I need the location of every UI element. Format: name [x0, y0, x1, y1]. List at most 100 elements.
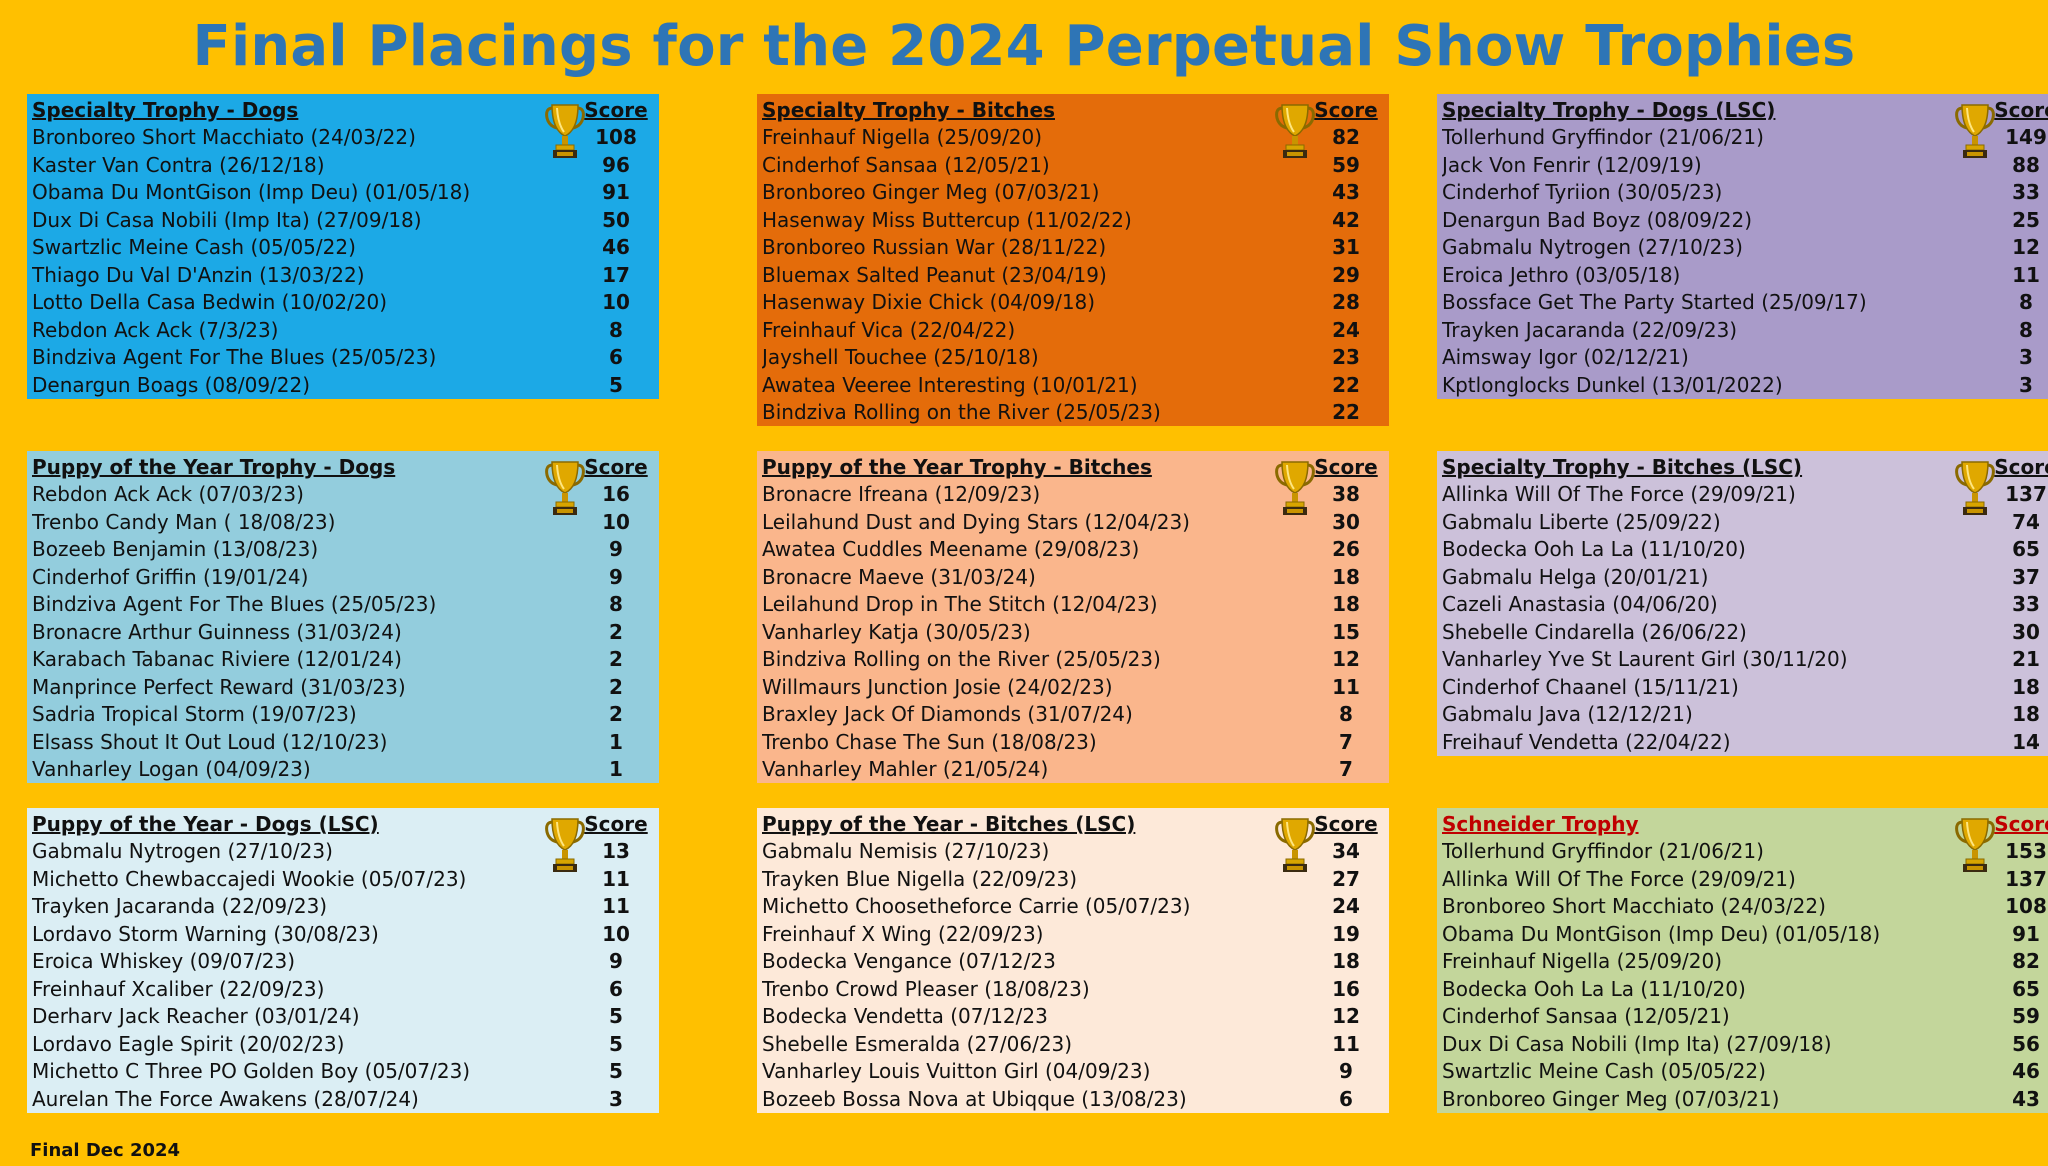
entry-score: 16: [1332, 976, 1360, 1001]
entry-score: 2: [609, 647, 623, 672]
entry-name: Jayshell Touchee (25/10/18): [762, 345, 1039, 370]
entry-row: Trayken Blue Nigella (22/09/23) 27: [762, 865, 1381, 893]
entry-name: Cinderhof Griffin (19/01/24): [32, 564, 309, 589]
entry-row: Hasenway Miss Buttercup (11/02/22) 42: [762, 206, 1381, 234]
entry-name: Dux Di Casa Nobili (Imp Ita) (27/09/18): [1442, 1031, 1832, 1056]
entry-score: 27: [1332, 866, 1360, 891]
entry-name: Thiago Du Val D'Anzin (13/03/22): [32, 262, 365, 287]
entry-score: 24: [1332, 894, 1360, 919]
entry-name: Shebelle Cindarella (26/06/22): [1442, 619, 1747, 644]
entry-row: Eroica Jethro (03/05/18) 11: [1442, 261, 2048, 289]
entry-row: Michetto Choosetheforce Carrie (05/07/23…: [762, 893, 1381, 921]
entry-name: Cazeli Anastasia (04/06/20): [1442, 592, 1718, 617]
entry-row: Tollerhund Gryffindor (21/06/21) 149: [1442, 124, 2048, 152]
entry-name: Karabach Tabanac Riviere (12/01/24): [32, 647, 402, 672]
entry-row: Michetto Chewbaccajedi Wookie (05/07/23)…: [32, 865, 651, 893]
entry-row: Derharv Jack Reacher (03/01/24) 5: [32, 1003, 651, 1031]
entry-name: Willmaurs Junction Josie (24/02/23): [762, 674, 1113, 699]
entry-name: Lordavo Eagle Spirit (20/02/23): [32, 1031, 345, 1056]
entry-row: Freinhauf Xcaliber (22/09/23) 6: [32, 975, 651, 1003]
score-column-header: Score: [1314, 454, 1378, 479]
entry-name: Denargun Boags (08/09/22): [32, 372, 311, 397]
entry-score: 43: [2012, 1086, 2040, 1111]
entry-row: Manprince Perfect Reward (31/03/23) 2: [32, 673, 651, 701]
entry-score: 30: [2012, 619, 2040, 644]
entry-name: Rebdon Ack Ack (7/3/23): [32, 317, 279, 342]
entry-row: Denargun Boags (08/09/22) 5: [32, 371, 651, 399]
entry-score: 11: [602, 894, 630, 919]
entry-score: 9: [609, 564, 623, 589]
trophy-icon: [1275, 102, 1315, 160]
page-title: Final Placings for the 2024 Perpetual Sh…: [192, 14, 1856, 79]
entry-row: Freihauf Vendetta (22/04/22) 14: [1442, 728, 2048, 756]
entry-name: Freinhauf Nigella (25/09/20): [762, 125, 1043, 150]
entry-name: Hasenway Dixie Chick (04/09/18): [762, 290, 1096, 315]
entry-name: Michetto Chewbaccajedi Wookie (05/07/23): [32, 866, 467, 891]
entry-score: 6: [1339, 1086, 1353, 1111]
entry-row: Karabach Tabanac Riviere (12/01/24) 2: [32, 646, 651, 674]
entry-score: 91: [602, 180, 630, 205]
score-column-header: Score: [1314, 97, 1378, 122]
panel-header: Puppy of the Year - Bitches (LSC) Score: [762, 810, 1381, 838]
entry-score: 1: [609, 729, 623, 754]
score-column-header: Score: [1994, 97, 2048, 122]
entry-score: 33: [2012, 180, 2040, 205]
entry-score: 18: [1332, 949, 1360, 974]
entry-name: Michetto C Three PO Golden Boy (05/07/23…: [32, 1059, 471, 1084]
trophy-icon: [1955, 459, 1995, 517]
entry-name: Hasenway Miss Buttercup (11/02/22): [762, 207, 1132, 232]
entry-score: 13: [602, 839, 630, 864]
entry-score: 96: [602, 152, 630, 177]
entry-name: Trayken Jacaranda (22/09/23): [1442, 317, 1738, 342]
entry-name: Jack Von Fenrir (12/09/19): [1442, 152, 1702, 177]
entry-row: Freinhauf Nigella (25/09/20) 82: [1442, 948, 2048, 976]
entry-name: Awatea Veeree Interesting (10/01/21): [762, 372, 1138, 397]
entry-name: Bronboreo Short Macchiato (24/03/22): [32, 125, 416, 150]
entry-name: Vanharley Mahler (21/05/24): [762, 757, 1049, 782]
entry-score: 65: [2012, 976, 2040, 1001]
panel-specialty-trophy-bitches-lsc: Specialty Trophy - Bitches (LSC)ScoreAll…: [1437, 451, 2048, 756]
entry-row: Dux Di Casa Nobili (Imp Ita) (27/09/18) 5…: [1442, 1030, 2048, 1058]
panel-header: Schneider Trophy Score: [1442, 810, 2048, 838]
entry-row: Leilahund Dust and Dying Stars (12/04/23…: [762, 508, 1381, 536]
entry-row: Willmaurs Junction Josie (24/02/23) 11: [762, 673, 1381, 701]
entry-name: Gabmalu Nytrogen (27/10/23): [1442, 235, 1743, 260]
entry-name: Freinhauf X Wing (22/09/23): [762, 921, 1044, 946]
entry-row: Bronacre Arthur Guinness (31/03/24) 2: [32, 618, 651, 646]
entry-row: Bronboreo Short Macchiato (24/03/22) 108: [1442, 893, 2048, 921]
entry-score: 7: [1339, 757, 1353, 782]
entry-score: 46: [602, 235, 630, 260]
entry-score: 22: [1332, 372, 1360, 397]
trophy-icon: [1275, 459, 1315, 517]
entry-score: 14: [2012, 729, 2040, 754]
score-column-header: Score: [1314, 811, 1378, 836]
entry-row: Gabmalu Liberte (25/09/22) 74: [1442, 508, 2048, 536]
entry-score: 8: [609, 592, 623, 617]
entry-score: 10: [602, 290, 630, 315]
entry-name: Manprince Perfect Reward (31/03/23): [32, 674, 406, 699]
entry-row: Braxley Jack Of Diamonds (31/07/24) 8: [762, 701, 1381, 729]
entry-score: 153: [2005, 839, 2047, 864]
entry-row: Gabmalu Nytrogen (27/10/23) 12: [1442, 234, 2048, 262]
entry-row: Shebelle Esmeralda (27/06/23) 11: [762, 1030, 1381, 1058]
panel-heading: Specialty Trophy - Bitches (LSC): [1442, 454, 1803, 479]
entry-row: Dux Di Casa Nobili (Imp Ita) (27/09/18) 5…: [32, 206, 651, 234]
score-column-header: Score: [1994, 811, 2048, 836]
entry-name: Freihauf Vendetta (22/04/22): [1442, 729, 1731, 754]
entry-score: 33: [2012, 592, 2040, 617]
panel-heading: Puppy of the Year Trophy - Dogs: [32, 454, 396, 479]
entry-score: 29: [1332, 262, 1360, 287]
entry-name: Gabmalu Helga (20/01/21): [1442, 564, 1709, 589]
entry-name: Bronboreo Ginger Meg (07/03/21): [1442, 1086, 1780, 1111]
panel-heading: Puppy of the Year - Bitches (LSC): [762, 811, 1136, 836]
entry-name: Bronacre Ifreana (12/09/23): [762, 482, 1041, 507]
entry-name: Obama Du MontGison (Imp Deu) (01/05/18): [1442, 921, 1881, 946]
entry-name: Bodecka Ooh La La (11/10/20): [1442, 976, 1746, 1001]
entry-row: Bodecka Ooh La La (11/10/20) 65: [1442, 975, 2048, 1003]
entry-row: Vanharley Yve St Laurent Girl (30/11/20)…: [1442, 646, 2048, 674]
entry-row: Lordavo Eagle Spirit (20/02/23) 5: [32, 1030, 651, 1058]
entry-score: 19: [1332, 921, 1360, 946]
entry-score: 8: [1339, 702, 1353, 727]
entry-score: 18: [2012, 702, 2040, 727]
entry-score: 108: [595, 125, 637, 150]
